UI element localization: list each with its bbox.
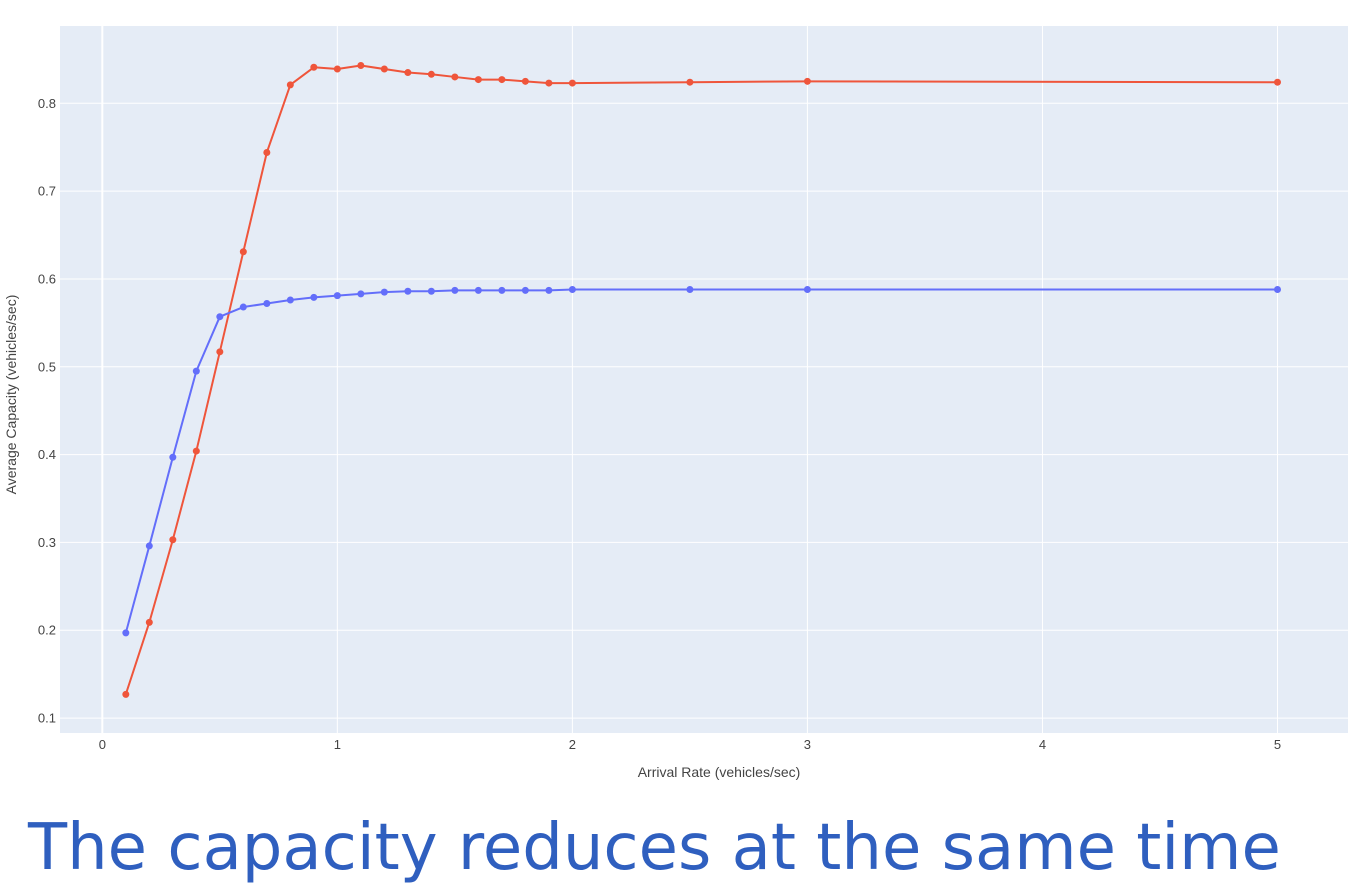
data-point[interactable]: [333, 65, 341, 73]
data-point[interactable]: [803, 285, 811, 293]
data-point[interactable]: [263, 300, 271, 308]
data-point[interactable]: [122, 629, 130, 637]
data-point[interactable]: [686, 285, 694, 293]
data-point[interactable]: [545, 79, 553, 87]
data-point[interactable]: [310, 293, 318, 301]
y-axis-title: Average Capacity (vehicles/sec): [3, 295, 19, 495]
data-point[interactable]: [521, 77, 529, 85]
y-tick-label: 0.2: [38, 623, 56, 638]
data-point[interactable]: [380, 65, 388, 73]
data-point[interactable]: [239, 303, 247, 311]
tick-labels: 0.1 0.2 0.3 0.4 0.5 0.6 0.7 0.8 0 1 2 3 4 5: [38, 96, 1281, 752]
data-point[interactable]: [404, 287, 412, 295]
series-blue: [122, 285, 1281, 637]
plot-area: [60, 26, 1348, 733]
data-point[interactable]: [686, 78, 694, 86]
x-tick-label: 1: [334, 737, 341, 752]
data-point[interactable]: [357, 290, 365, 298]
data-point[interactable]: [286, 81, 294, 89]
data-point[interactable]: [498, 286, 506, 294]
data-point[interactable]: [1273, 285, 1281, 293]
data-point[interactable]: [216, 313, 224, 321]
series-layer: [122, 62, 1281, 698]
data-point[interactable]: [427, 70, 435, 78]
data-point[interactable]: [333, 292, 341, 300]
x-tick-label: 3: [804, 737, 811, 752]
data-point[interactable]: [380, 288, 388, 296]
data-point[interactable]: [357, 62, 365, 70]
y-tick-label: 0.8: [38, 96, 56, 111]
data-point[interactable]: [239, 248, 247, 256]
data-point[interactable]: [545, 286, 553, 294]
data-point[interactable]: [451, 286, 459, 294]
data-point[interactable]: [310, 63, 318, 71]
y-tick-label: 0.7: [38, 184, 56, 199]
x-tick-label: 0: [99, 737, 106, 752]
y-tick-label: 0.5: [38, 359, 56, 374]
x-tick-label: 2: [569, 737, 576, 752]
chart: 0.1 0.2 0.3 0.4 0.5 0.6 0.7 0.8 0 1 2 3 4 5 Arrival R…: [3, 26, 1348, 780]
y-tick-label: 0.3: [38, 535, 56, 550]
data-point[interactable]: [263, 148, 271, 156]
data-point[interactable]: [474, 76, 482, 84]
data-point[interactable]: [169, 453, 177, 461]
slide-caption: The capacity reduces at the same time: [28, 811, 1281, 885]
x-tick-label: 5: [1274, 737, 1281, 752]
data-point[interactable]: [451, 73, 459, 81]
data-point[interactable]: [568, 285, 576, 293]
x-axis-title: Arrival Rate (vehicles/sec): [638, 764, 801, 780]
data-point[interactable]: [427, 287, 435, 295]
data-point[interactable]: [169, 536, 177, 544]
data-point[interactable]: [145, 618, 153, 626]
data-point[interactable]: [474, 286, 482, 294]
data-point[interactable]: [568, 79, 576, 87]
data-point[interactable]: [286, 296, 294, 304]
data-point[interactable]: [216, 348, 224, 356]
y-tick-label: 0.1: [38, 711, 56, 726]
grid-lines: [60, 26, 1348, 733]
data-point[interactable]: [803, 77, 811, 85]
data-point[interactable]: [498, 76, 506, 84]
y-tick-label: 0.4: [38, 447, 56, 462]
data-point[interactable]: [192, 367, 200, 375]
data-point[interactable]: [1273, 78, 1281, 86]
data-point[interactable]: [521, 286, 529, 294]
data-point[interactable]: [404, 69, 412, 77]
series-red: [122, 62, 1281, 698]
data-point[interactable]: [192, 447, 200, 455]
y-tick-label: 0.6: [38, 271, 56, 286]
x-tick-label: 4: [1039, 737, 1046, 752]
data-point[interactable]: [145, 542, 153, 550]
data-point[interactable]: [122, 690, 130, 698]
